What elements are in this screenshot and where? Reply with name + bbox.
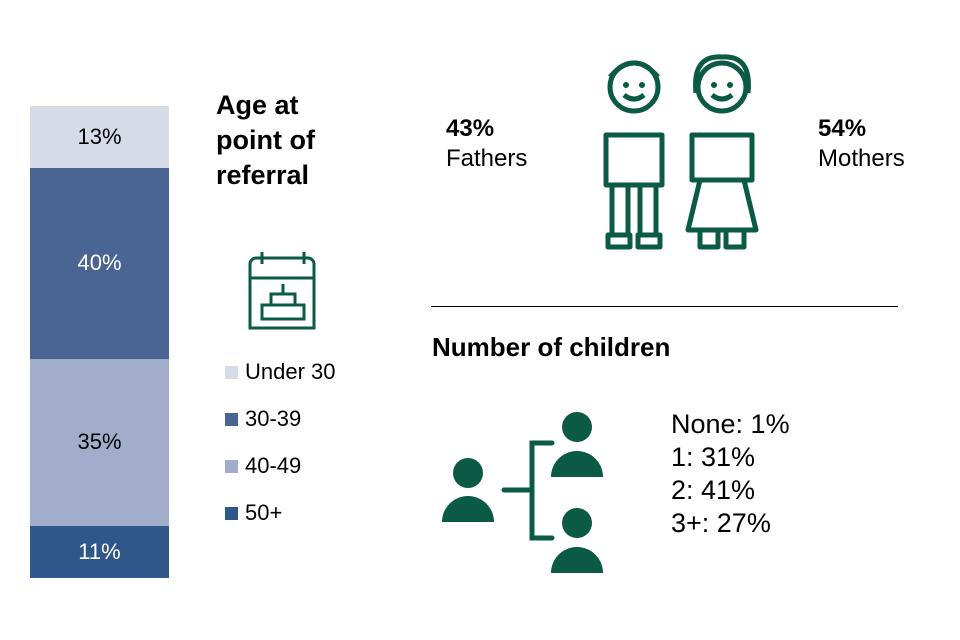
data-label: 13%: [77, 123, 122, 149]
parents-icon: [603, 54, 759, 250]
legend-item: 50+: [225, 500, 282, 526]
legend-item: 30-39: [225, 406, 301, 432]
bar-segment-under-30: 13%: [30, 106, 169, 168]
bar-segment-30-39: 40%: [30, 167, 169, 359]
children-item: 3+: 27%: [671, 508, 771, 538]
data-label: 40%: [77, 250, 122, 276]
legend-item: 40-49: [225, 453, 301, 479]
children-item: 2: 41%: [671, 475, 756, 505]
mothers-stat: 54% Mothers: [818, 114, 905, 174]
legend-item: Under 30: [225, 359, 336, 385]
legend-label: 30-39: [245, 406, 302, 431]
fathers-label: Fathers: [446, 145, 528, 172]
legend-label: 50+: [245, 500, 283, 525]
data-label: 35%: [77, 429, 122, 455]
family-tree-icon: [442, 412, 603, 573]
children-item: None: 1%: [671, 409, 790, 439]
mothers-percent: 54%: [818, 115, 867, 142]
legend-swatch: [225, 365, 238, 379]
children-heading: Number of children: [432, 332, 671, 362]
children-list: None: 1% 1: 31% 2: 41% 3+: 27%: [671, 408, 790, 540]
bar-segment-40-49: 35%: [30, 358, 169, 526]
legend-swatch: [225, 506, 238, 520]
fathers-percent: 43%: [446, 115, 495, 142]
mothers-label: Mothers: [818, 145, 905, 172]
data-label: 11%: [78, 538, 121, 564]
legend-swatch: [225, 412, 238, 426]
children-item: 1: 31%: [671, 442, 756, 472]
calendar-cake-icon: [248, 252, 316, 330]
bar-segment-50-: 11%: [30, 525, 169, 578]
legend-label: 40-49: [245, 453, 302, 478]
legend-label: Under 30: [245, 359, 336, 384]
stacked-age-bar: 13% 40% 35% 11%: [30, 106, 169, 578]
divider: [431, 306, 898, 307]
chart-title: Age at point of referral: [216, 90, 315, 190]
legend-swatch: [225, 459, 238, 473]
fathers-stat: 43% Fathers: [446, 114, 527, 174]
